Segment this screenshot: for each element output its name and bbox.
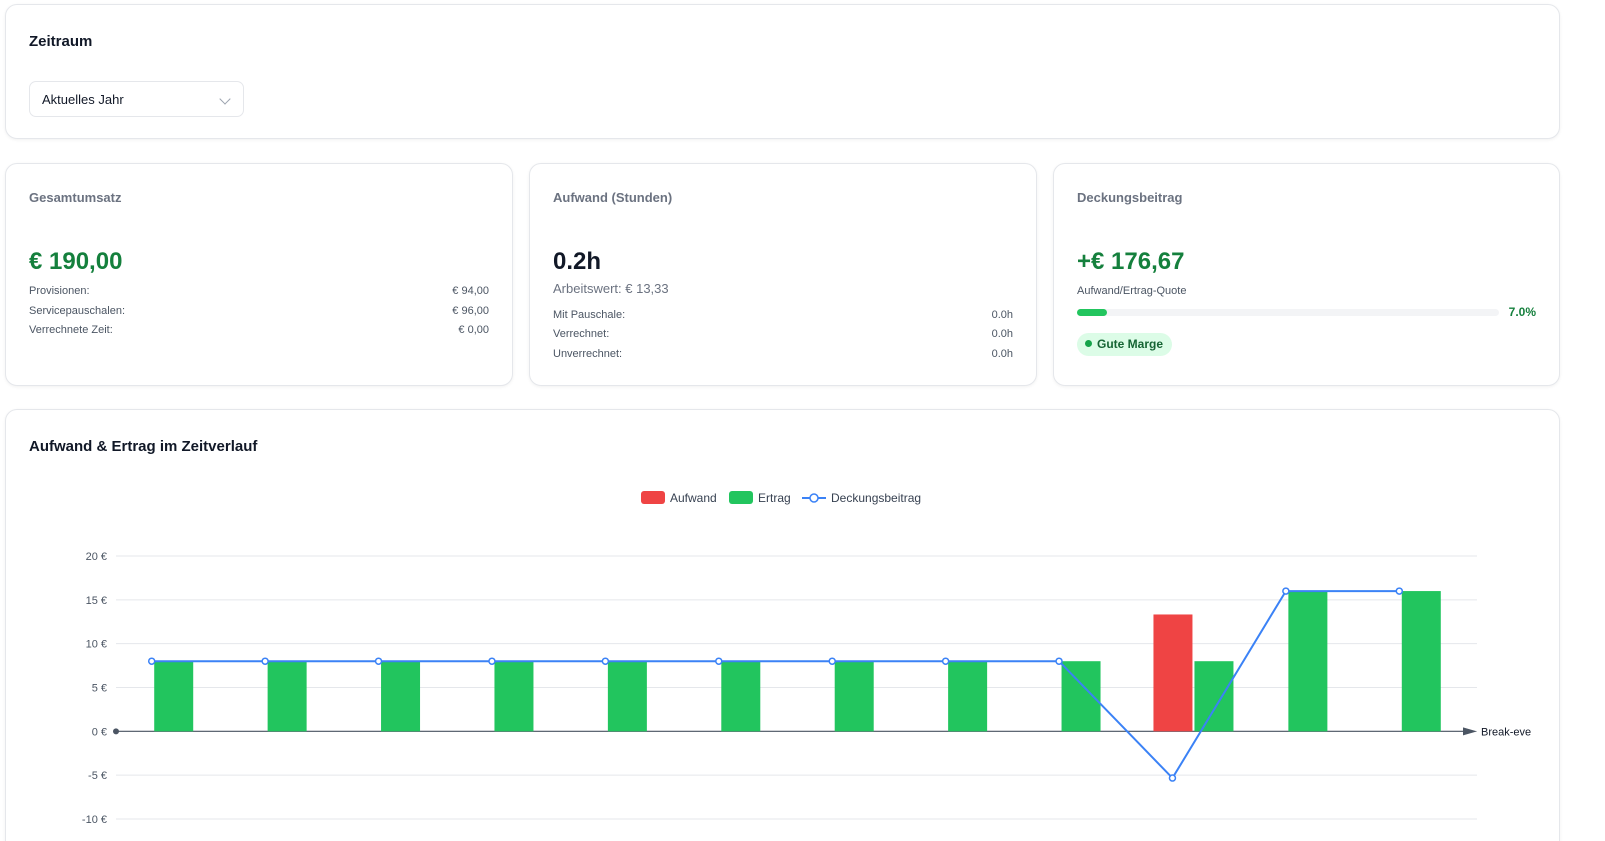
ertrag-bar bbox=[607, 661, 647, 732]
ertrag-bar bbox=[154, 661, 194, 732]
zeitraum-card: Zeitraum Aktuelles Jahr bbox=[5, 4, 1560, 139]
gesamtumsatz-label: Gesamtumsatz bbox=[29, 190, 122, 205]
status-badge: Gute Marge bbox=[1077, 333, 1173, 356]
deckungsbeitrag-point bbox=[1395, 587, 1404, 595]
y-tick-label: 0 € bbox=[92, 726, 107, 738]
y-tick-label: -5 € bbox=[88, 770, 107, 782]
umsatz-row-servicepauschalen: Servicepauschalen: € 96,00 bbox=[29, 305, 489, 321]
legend-aufwand-label: Aufwand bbox=[670, 491, 717, 505]
deckungsbeitrag-point bbox=[261, 657, 269, 665]
ertrag-bar bbox=[721, 661, 761, 732]
ertrag-bar bbox=[948, 661, 988, 732]
row-value: € 94,00 bbox=[452, 285, 489, 297]
aufwand-bar bbox=[1153, 614, 1193, 732]
chart-title: Aufwand & Ertrag im Zeitverlauf bbox=[29, 438, 258, 455]
deckungsbeitrag-point bbox=[828, 657, 836, 665]
deckungsbeitrag-point bbox=[941, 657, 950, 665]
deckungsbeitrag-point bbox=[374, 657, 383, 665]
legend-ertrag-label: Ertrag bbox=[758, 491, 791, 505]
aufwand-value: 0.2h bbox=[553, 248, 602, 275]
y-tick-label: 20 € bbox=[86, 551, 107, 563]
row-value: 0.0h bbox=[991, 348, 1013, 360]
quote-progress-fill bbox=[1077, 309, 1107, 316]
deckungsbeitrag-label: Deckungsbeitrag bbox=[1077, 190, 1183, 205]
break-even-label: Break-eve bbox=[1481, 726, 1531, 738]
aufwand-label: Aufwand (Stunden) bbox=[553, 190, 673, 205]
row-value: 0.0h bbox=[991, 328, 1013, 340]
deckungsbeitrag-point bbox=[147, 657, 156, 665]
legend-deckungsbeitrag-marker bbox=[809, 493, 819, 503]
ertrag-bar bbox=[494, 661, 534, 732]
y-tick-label: 5 € bbox=[92, 683, 107, 695]
ertrag-bar bbox=[834, 661, 874, 732]
row-label: Verrechnete Zeit: bbox=[29, 324, 113, 336]
break-even-dot bbox=[113, 728, 119, 735]
quote-percent: 7.0% bbox=[1508, 305, 1536, 319]
zeitraum-title: Zeitraum bbox=[29, 33, 93, 50]
row-value: 0.0h bbox=[991, 309, 1013, 321]
deckungsbeitrag-point bbox=[715, 657, 723, 665]
y-tick-label: -10 € bbox=[82, 814, 107, 826]
aufwand-row-mit-pauschale: Mit Pauschale: 0.0h bbox=[553, 309, 1013, 325]
quote-progress-bar bbox=[1077, 309, 1499, 316]
break-even-arrow-icon bbox=[1463, 727, 1477, 736]
row-label: Provisionen: bbox=[29, 285, 90, 297]
row-label: Mit Pauschale: bbox=[553, 309, 626, 321]
ertrag-bar bbox=[1288, 591, 1328, 732]
deckungsbeitrag-value: +€ 176,67 bbox=[1077, 248, 1185, 275]
deckungsbeitrag-point bbox=[1282, 587, 1290, 595]
umsatz-row-verrechnete-zeit: Verrechnete Zeit: € 0,00 bbox=[29, 324, 489, 340]
umsatz-row-provisionen: Provisionen: € 94,00 bbox=[29, 285, 489, 301]
chart-card: Aufwand & Ertrag im Zeitverlauf 20 € 15 €… bbox=[5, 409, 1560, 841]
chevron-down-icon bbox=[219, 93, 231, 105]
zeitraum-select-value: Aktuelles Jahr bbox=[42, 92, 124, 107]
ertrag-bar bbox=[267, 661, 307, 732]
row-label: Unverrechnet: bbox=[553, 348, 623, 360]
ertrag-bar bbox=[1061, 661, 1101, 732]
ertrag-bar bbox=[1194, 661, 1234, 732]
deckungsbeitrag-point bbox=[601, 657, 610, 665]
legend-ertrag-swatch bbox=[729, 491, 753, 504]
deckungsbeitrag-point bbox=[1055, 657, 1063, 665]
row-value: € 0,00 bbox=[458, 324, 489, 336]
row-label: Verrechnet: bbox=[553, 328, 610, 340]
y-tick-label: 10 € bbox=[86, 639, 107, 651]
legend-aufwand-swatch bbox=[641, 491, 665, 504]
ertrag-bar bbox=[1401, 591, 1441, 732]
aufwand-card: Aufwand (Stunden) 0.2h Arbeitswert: € 13… bbox=[529, 163, 1037, 386]
deckungsbeitrag-point bbox=[1168, 774, 1177, 782]
gesamtumsatz-card: Gesamtumsatz € 190,00 Provisionen: € 94,… bbox=[5, 163, 513, 386]
quote-label: Aufwand/Ertrag-Quote bbox=[1077, 285, 1187, 297]
ertrag-bar bbox=[381, 661, 421, 732]
row-label: Servicepauschalen: bbox=[29, 305, 126, 317]
status-badge-label: Gute Marge bbox=[1097, 337, 1164, 351]
deckungsbeitrag-card: Deckungsbeitrag +€ 176,67 Aufwand/Ertrag… bbox=[1053, 163, 1560, 386]
dot-icon bbox=[1085, 340, 1092, 347]
gesamtumsatz-value: € 190,00 bbox=[29, 248, 123, 275]
zeitraum-select[interactable]: Aktuelles Jahr bbox=[29, 81, 244, 117]
aufwand-row-verrechnet: Verrechnet: 0.0h bbox=[553, 328, 1013, 344]
chart-svg: 20 € 15 € 10 € 5 € 0 € -5 € -10 € Break-eve Aufw… bbox=[82, 491, 1531, 826]
y-tick-label: 15 € bbox=[86, 595, 107, 607]
aufwand-row-unverrechnet: Unverrechnet: 0.0h bbox=[553, 348, 1013, 364]
deckungsbeitrag-point bbox=[488, 657, 496, 665]
row-value: € 96,00 bbox=[452, 305, 489, 317]
arbeitswert: Arbeitswert: € 13,33 bbox=[553, 281, 669, 296]
deckungsbeitrag-line bbox=[151, 590, 1400, 780]
legend-deckungsbeitrag-label: Deckungsbeitrag bbox=[831, 491, 921, 505]
